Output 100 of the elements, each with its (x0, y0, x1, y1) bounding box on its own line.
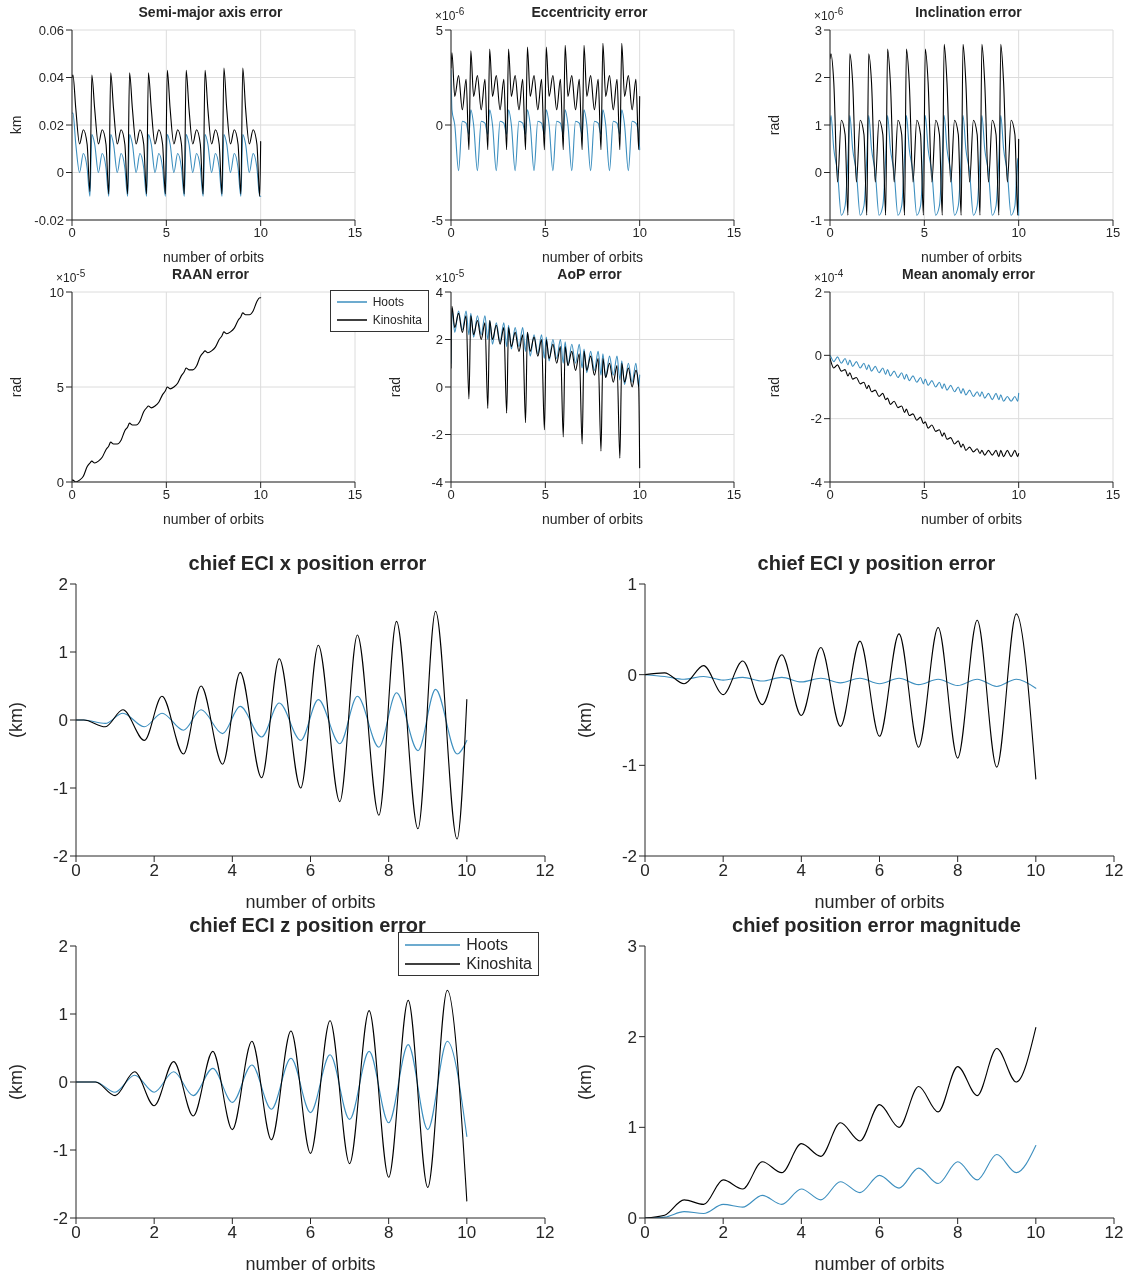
x-tick-label: 0 (447, 225, 455, 241)
x-tick-label: 6 (305, 861, 316, 881)
y-tick-label: 2 (814, 70, 822, 86)
chart-title: AoP error (557, 266, 622, 282)
y-tick-label: 0.06 (38, 22, 64, 38)
line-series (76, 610, 468, 840)
x-tick-label: 5 (162, 225, 170, 241)
x-tick-label: 0 (640, 1223, 650, 1243)
y-tick-label: 10 (49, 284, 64, 300)
chart-title: chief ECI x position error (188, 552, 427, 574)
y-tick-label: 0 (58, 711, 68, 731)
x-tick-label: 6 (874, 861, 885, 881)
y-tick-label: -2 (810, 411, 822, 427)
y-tick-label: 2 (435, 332, 443, 348)
y-axis-title: (km) (575, 702, 596, 738)
text: ×10$^{-6}$ (435, 6, 465, 23)
x-tick-label: 10 (1011, 225, 1026, 241)
text: ×10$^{-5}$ (56, 268, 86, 285)
y-tick-label: 0 (58, 1073, 68, 1093)
text: ×10$^{-6}$ (814, 6, 844, 23)
x-tick-label: 10 (253, 487, 268, 503)
x-tick-label: 0 (826, 225, 834, 241)
x-tick-label: 0 (71, 1223, 81, 1243)
x-tick-label: 8 (952, 861, 963, 881)
x-tick-label: 10 (457, 861, 477, 881)
y-tick-label: 0 (627, 665, 637, 685)
y-tick-label: 0 (627, 1209, 637, 1229)
y-tick-label: 0 (435, 379, 443, 395)
x-tick-label: 15 (726, 225, 742, 241)
legend-label: Kinoshita (372, 312, 422, 329)
y-tick-label: 0 (56, 474, 64, 490)
x-tick-label: 8 (383, 1223, 394, 1243)
legend-label: Hoots (372, 294, 404, 311)
y-tick-label: 0 (814, 347, 822, 363)
x-axis-title: number of orbits (245, 892, 376, 912)
y-tick-label: 1 (627, 575, 637, 595)
y-tick-label: 3 (627, 937, 637, 957)
y-tick-label: 5 (56, 379, 64, 395)
x-axis-title: number of orbits (162, 249, 265, 265)
x-tick-label: 6 (874, 1223, 885, 1243)
y-tick-label: 0.04 (38, 70, 64, 86)
y-tick-label: -2 (52, 847, 68, 867)
x-axis-title: number of orbits (541, 511, 644, 527)
x-axis-title: number of orbits (245, 1254, 376, 1274)
y-tick-label: 0.02 (38, 117, 64, 133)
y-axis-title: rad (765, 114, 782, 136)
x-tick-label: 15 (347, 225, 363, 241)
chart-title: Eccentricity error (531, 4, 648, 20)
y-tick-label: -1 (52, 1141, 68, 1161)
x-tick-label: 4 (227, 1223, 238, 1243)
y-axis-title: (km) (575, 1064, 596, 1100)
line-series (830, 354, 1020, 402)
y-tick-label: 2 (627, 1027, 637, 1047)
line-series (645, 674, 1037, 689)
y-tick-label: 2 (814, 284, 822, 300)
x-tick-label: 15 (1105, 487, 1121, 503)
x-axis-title: number of orbits (814, 1254, 945, 1274)
line-series (451, 308, 641, 388)
x-tick-label: 2 (149, 1223, 159, 1243)
x-tick-label: 10 (457, 1223, 477, 1243)
y-tick-label: 1 (814, 117, 822, 133)
x-tick-label: 2 (149, 861, 159, 881)
line-series (451, 42, 641, 151)
line-series (76, 989, 468, 1202)
chart-title: RAAN error (171, 266, 249, 282)
x-tick-label: 15 (347, 487, 363, 503)
line-series (830, 43, 1020, 216)
y-tick-label: 2 (58, 575, 68, 595)
x-tick-label: 4 (796, 861, 807, 881)
x-axis-title: number of orbits (541, 249, 644, 265)
x-tick-label: 10 (1011, 487, 1026, 503)
y-tick-label: -1 (810, 212, 822, 228)
y-axis-title: (km) (6, 702, 27, 738)
y-tick-label: 0 (814, 165, 822, 181)
line-series (645, 613, 1037, 780)
x-tick-label: 8 (383, 861, 394, 881)
x-tick-label: 0 (447, 487, 455, 503)
x-axis-title: number of orbits (920, 511, 1023, 527)
x-tick-label: 15 (726, 487, 742, 503)
y-tick-label: 2 (58, 937, 68, 957)
y-tick-label: -0.02 (34, 212, 64, 228)
y-tick-label: -2 (52, 1209, 68, 1229)
y-tick-label: 0 (56, 165, 64, 181)
y-tick-label: 1 (627, 1118, 637, 1138)
y-tick-label: -2 (621, 847, 637, 867)
y-tick-label: 1 (58, 643, 68, 663)
x-tick-label: 5 (920, 225, 928, 241)
line-series (72, 67, 262, 197)
x-tick-label: 0 (826, 487, 834, 503)
x-tick-label: 5 (541, 225, 549, 241)
x-tick-label: 0 (640, 861, 650, 881)
chart-title: Mean anomaly error (901, 266, 1036, 282)
x-axis-title: number of orbits (814, 892, 945, 912)
legend-label: Hoots (466, 935, 508, 954)
chart-title: Semi-major axis error (137, 3, 284, 22)
x-tick-label: 2 (718, 1223, 728, 1243)
x-tick-label: 5 (162, 487, 170, 503)
text: ×10$^{-5}$ (435, 268, 465, 285)
x-tick-label: 4 (227, 861, 238, 881)
text: ×10$^{-4}$ (814, 268, 844, 285)
